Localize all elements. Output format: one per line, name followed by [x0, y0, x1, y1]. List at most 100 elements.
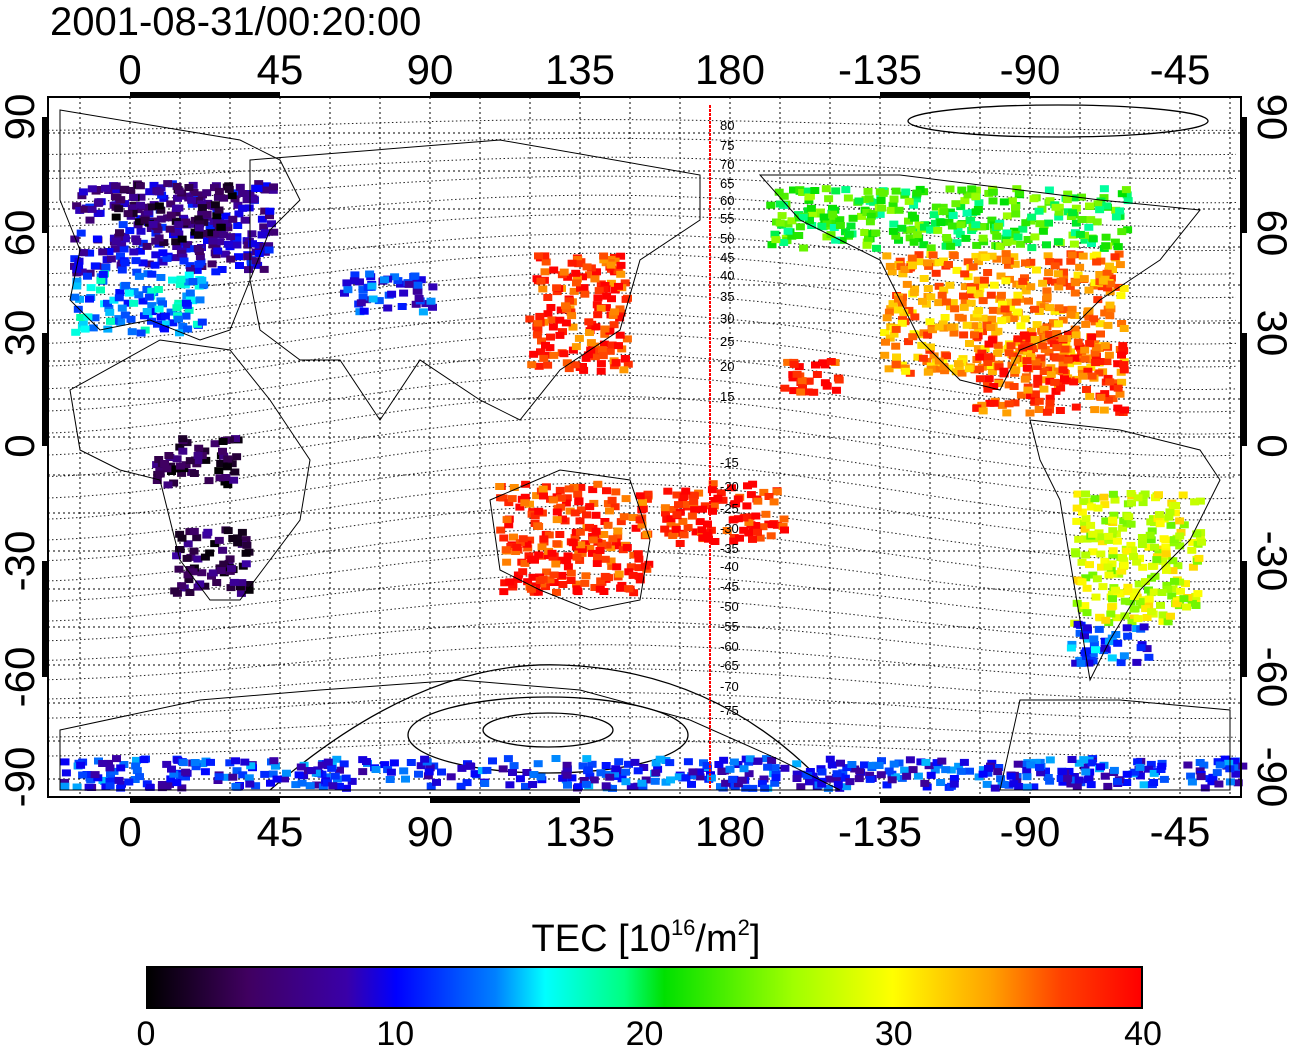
tec-cell-japan-china [590, 353, 600, 361]
tec-cell-japan-china [568, 323, 578, 331]
tec-cell-south-pacific [748, 535, 757, 543]
tec-cell-japan-china [578, 273, 587, 281]
tec-cell-australia [576, 483, 586, 491]
tec-cell-scandinavia [147, 203, 156, 211]
tec-cell-north-america-north [1066, 213, 1076, 220]
tec-cell-antarctica [311, 769, 321, 777]
tec-cell-north-america-south [983, 269, 993, 276]
left-lat-tick: -60 [0, 647, 43, 708]
tec-cell-south-pacific [753, 528, 762, 536]
tec-cell-europe [77, 192, 87, 200]
tec-cell-south-america [1110, 586, 1120, 594]
tec-cell-north-america-south [1105, 262, 1114, 270]
tec-cell-australia [597, 542, 607, 550]
tec-cell-north-america-south [1044, 269, 1054, 277]
tec-cell-antarctica [312, 781, 322, 789]
tec-cell-western-europe [123, 299, 133, 307]
tec-cell-australia [549, 571, 559, 579]
tec-cell-australia [528, 573, 538, 581]
tec-cell-north-america-south [988, 306, 998, 314]
tec-cell-north-america-south [901, 367, 911, 375]
tec-cell-north-america-south [929, 352, 939, 360]
tec-cell-north-america-north [905, 234, 915, 242]
tec-cell-caribbean [1087, 372, 1097, 380]
tec-cell-south-america [1175, 542, 1185, 550]
tec-cell-antarctica [1074, 776, 1084, 784]
tec-cell-europe [136, 193, 146, 201]
tec-cell-antarctica [240, 758, 250, 766]
tec-cell-south-america [1085, 561, 1094, 569]
contour-label: -60 [720, 639, 739, 654]
tec-cell-north-america-south [1050, 307, 1060, 315]
tec-cell-europe [215, 238, 225, 246]
tec-cell-north-america-north [831, 219, 841, 227]
tec-cell-antarctica [573, 783, 583, 791]
tec-cell-antarctica [601, 762, 611, 769]
tec-cell-antarctica [505, 781, 515, 789]
right-lat-tick: 90 [1249, 94, 1292, 141]
tec-cell-north-america-north [1015, 240, 1025, 248]
tec-cell-scandinavia [159, 239, 169, 247]
tec-cell-north-america-north [1102, 202, 1112, 210]
tec-cell-japan-china [546, 333, 555, 341]
tec-cell-north-america-north [919, 241, 929, 249]
tec-cell-north-america-south [1023, 348, 1033, 356]
tec-cell-north-america-south [882, 252, 892, 260]
tec-cell-antarctica [536, 773, 546, 781]
tec-cell-patagonia [1088, 650, 1098, 658]
tec-cell-antarctica [1067, 756, 1077, 763]
tec-cell-central-asia [410, 277, 420, 285]
tec-cell-south-america [1109, 511, 1119, 519]
tec-cell-scandinavia [194, 231, 204, 239]
tec-cell-antarctica [716, 783, 725, 791]
bottom-frame-bar [880, 797, 1030, 803]
tec-cell-antarctica [733, 780, 743, 788]
tec-cell-patagonia [1084, 659, 1094, 667]
tec-cell-southern-africa [244, 586, 254, 594]
contour-label: 55 [720, 211, 734, 226]
tec-cell-antarctica [456, 782, 466, 790]
tec-cell-north-america-north [1084, 223, 1094, 231]
tec-cell-antarctica [763, 763, 773, 771]
tec-cell-south-america [1178, 491, 1188, 499]
tec-cell-western-europe [195, 296, 205, 304]
tec-cell-antarctica [1231, 770, 1241, 778]
tec-cell-western-europe [197, 276, 207, 284]
tec-cell-south-pacific [661, 509, 670, 517]
tec-cell-scandinavia [214, 187, 224, 195]
tec-cell-central-asia [359, 307, 369, 315]
tec-cell-australia [592, 560, 602, 567]
tec-cell-australia [500, 579, 510, 587]
tec-cell-north-america-north [1095, 206, 1105, 214]
tec-cell-japan-china [585, 271, 594, 279]
tec-cell-antarctica [965, 767, 974, 775]
tec-cell-south-pacific [764, 493, 774, 500]
tec-cell-north-america-south [919, 275, 929, 282]
tec-cell-australia [570, 534, 580, 542]
tec-cell-north-america-north [929, 211, 939, 219]
tec-cell-north-america-north [993, 222, 1003, 230]
tec-cell-north-america-north [1044, 186, 1054, 194]
tec-cell-south-america [1107, 603, 1117, 611]
tec-cell-south-pacific [718, 496, 728, 504]
tec-cell-caribbean [1027, 332, 1037, 340]
tec-cell-antarctica [889, 760, 899, 768]
tec-cell-north-america-south [941, 298, 951, 306]
tec-cell-antarctica [578, 762, 588, 770]
tec-cell-south-pacific [690, 506, 700, 514]
tec-cell-antarctica [1079, 756, 1089, 764]
tec-cell-western-europe [147, 270, 157, 278]
coastline-outlines [59, 109, 1231, 791]
tec-cell-australia [616, 584, 626, 592]
tec-cell-central-asia [413, 281, 423, 289]
bottom-lon-tick: 135 [545, 808, 615, 855]
tec-cell-north-america-north [1077, 216, 1087, 223]
tec-cell-central-asia [410, 272, 420, 280]
tec-cell-south-america [1123, 588, 1133, 596]
tec-cell-equatorial-africa [169, 479, 179, 487]
tec-cell-scandinavia [132, 238, 142, 246]
tec-cell-antarctica [745, 755, 755, 763]
tec-cell-south-america [1152, 556, 1162, 564]
tec-cell-south-america [1162, 566, 1171, 574]
tec-cell-north-america-south [885, 262, 895, 270]
